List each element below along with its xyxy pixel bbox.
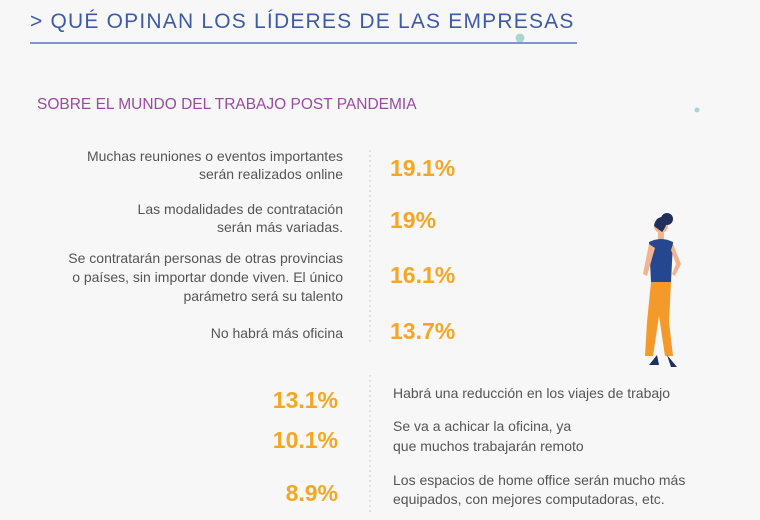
statement: No habrá más oficina xyxy=(211,325,344,341)
dot xyxy=(515,33,525,43)
statement: Se contratarán personas de otras provinc… xyxy=(68,250,343,266)
statement: que muchos trabajarán remoto xyxy=(393,438,584,454)
statement: Se va a achicar la oficina, ya xyxy=(393,418,571,434)
statement: Las modalidades de contratación xyxy=(138,201,343,217)
percent: 16.1% xyxy=(390,262,455,288)
title: > QUÉ OPINAN LOS LÍDERES DE LAS EMPRESAS xyxy=(30,10,575,33)
percent: 19.1% xyxy=(390,155,455,181)
dot xyxy=(694,107,700,113)
statement: serán más variadas. xyxy=(217,219,343,235)
statement: Habrá una reducción en los viajes de tra… xyxy=(393,385,670,401)
subtitle: SOBRE EL MUNDO DEL TRABAJO POST PANDEMIA xyxy=(37,96,417,113)
statement: equipados, con mejores computadoras, etc… xyxy=(393,491,665,507)
percent: 10.1% xyxy=(273,427,338,453)
statement: Muchas reuniones o eventos importantes xyxy=(87,148,343,164)
statement: o países, sin importar donde viven. El ú… xyxy=(72,269,343,285)
percent: 19% xyxy=(390,207,436,233)
statement: parámetro será su talento xyxy=(183,288,343,304)
percent: 13.1% xyxy=(273,387,338,413)
percent: 13.7% xyxy=(390,318,455,344)
statement: Los espacios de home office serán mucho … xyxy=(393,472,685,488)
figure xyxy=(643,213,681,367)
statement: serán realizados online xyxy=(199,166,343,182)
percent: 8.9% xyxy=(286,480,338,506)
